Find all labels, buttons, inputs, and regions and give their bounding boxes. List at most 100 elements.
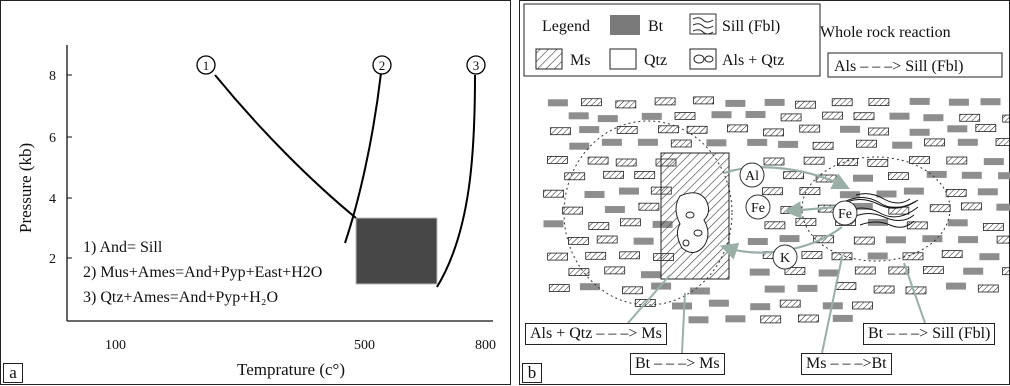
bt-grain	[904, 188, 924, 195]
element-label: Al	[745, 169, 759, 184]
ms-grain	[832, 99, 852, 106]
ms-grain	[588, 157, 608, 164]
bt-grain	[765, 286, 785, 293]
ms-grain	[617, 127, 637, 134]
ms-grain	[765, 222, 785, 229]
bt-grain	[598, 115, 618, 122]
bt-grain	[978, 188, 998, 195]
ms-grain	[761, 316, 781, 323]
bt-grain	[996, 204, 1010, 211]
curve-3	[437, 75, 475, 287]
bt-grain	[585, 191, 605, 198]
ms-grain	[910, 157, 930, 164]
bt-grain	[605, 206, 625, 213]
ms-grain	[800, 188, 820, 195]
ms-grain	[597, 236, 617, 243]
bt-grain	[725, 315, 745, 322]
legend-label-qtz: Qtz	[644, 52, 667, 69]
panel-b-reaction-diagram: Legend Bt Sill (Fbl) Ms Qtz Als + Qtz Wh…	[519, 0, 1010, 385]
ms-grain	[983, 224, 1003, 231]
bt-grain	[840, 126, 860, 133]
x-tick-label: 100	[105, 338, 126, 353]
ms-grain	[796, 219, 816, 226]
bt-grain	[725, 100, 745, 107]
ms-grain	[565, 173, 585, 180]
bt-grain	[998, 172, 1010, 179]
bt-grain	[544, 220, 564, 227]
bt-grain	[833, 315, 853, 322]
reaction-1: 1) And= Sill	[83, 239, 163, 256]
x-tick-label: 800	[475, 338, 496, 353]
bt-grain	[778, 141, 798, 148]
ms-grain	[616, 159, 636, 166]
pointer-bt-ms	[682, 293, 685, 353]
bt-grain	[890, 113, 910, 120]
ms-grain	[869, 128, 889, 135]
element-label: Fe	[838, 207, 852, 222]
ms-grain	[997, 236, 1010, 243]
ms-grain	[620, 252, 640, 259]
curve-marker-label: 2	[379, 58, 386, 73]
bt-grain	[569, 143, 589, 150]
ms-grain	[853, 302, 873, 309]
ms-grain	[547, 156, 567, 163]
ms-grain	[604, 171, 624, 178]
panel-letter-a: a	[3, 363, 23, 383]
bt-grain	[748, 238, 768, 245]
bt-grain	[750, 269, 770, 276]
y-tick-label: 4	[49, 192, 56, 207]
ms-grain	[549, 285, 569, 292]
ms-grain	[800, 125, 820, 132]
bt-grain	[910, 98, 930, 105]
ms-grain	[796, 101, 816, 108]
bt-grain	[947, 125, 967, 132]
ms-swatch	[536, 49, 562, 69]
bt-grain	[580, 283, 600, 290]
ms-grain	[764, 158, 784, 165]
ms-grain	[868, 159, 888, 166]
qtz-swatch	[610, 49, 636, 69]
ms-grain	[589, 223, 609, 230]
bt-grain	[641, 271, 661, 278]
ms-grain	[658, 126, 678, 133]
whole-rock-title: Whole rock reaction	[820, 24, 951, 41]
ms-grain	[854, 237, 874, 244]
pointer-als-qtz	[628, 275, 670, 323]
bt-grain	[979, 253, 999, 260]
ms-grain	[620, 219, 640, 226]
bt-grain	[927, 171, 947, 178]
ms-grain	[942, 251, 962, 258]
bt-grain	[958, 139, 978, 146]
bt-grain	[689, 316, 709, 323]
ms-grain	[1003, 115, 1010, 122]
bt-grain	[922, 235, 942, 242]
ms-grain	[671, 140, 691, 147]
ms-grain	[906, 287, 926, 294]
panel-a-pt-diagram: 8 6 4 2 100 500 800 Temprature (c°) Pres…	[0, 0, 511, 385]
reaction-box-ms-bt: Ms – – –>Bt	[801, 353, 892, 375]
bt-grain	[747, 139, 767, 146]
bt-grain	[984, 158, 1004, 165]
ms-grain	[869, 99, 889, 106]
pt-diagram-svg: 8 6 4 2 100 500 800 Temprature (c°) Pres…	[1, 1, 512, 386]
ms-grain	[947, 157, 967, 164]
ms-grain	[925, 139, 945, 146]
ms-grain	[961, 203, 981, 210]
ms-grain	[823, 112, 843, 119]
bt-grain	[548, 99, 568, 106]
ms-grain	[856, 140, 876, 147]
ms-grain	[687, 126, 707, 133]
bt-grain	[672, 303, 692, 310]
ms-grain	[655, 98, 675, 105]
reaction-2: 2) Mus+Ames=And+Pyp+East+H2O	[83, 264, 322, 281]
bt-grain	[765, 99, 785, 106]
y-axis-title: Pressure (kb)	[16, 143, 35, 233]
ms-grain	[635, 172, 655, 179]
ms-grain	[563, 207, 583, 214]
bt-grain	[886, 236, 906, 243]
bt-grain	[706, 139, 726, 146]
ms-grain	[855, 267, 875, 274]
bt-grain	[958, 236, 978, 243]
ms-grain	[623, 287, 643, 294]
x-tick-label: 500	[354, 338, 375, 353]
